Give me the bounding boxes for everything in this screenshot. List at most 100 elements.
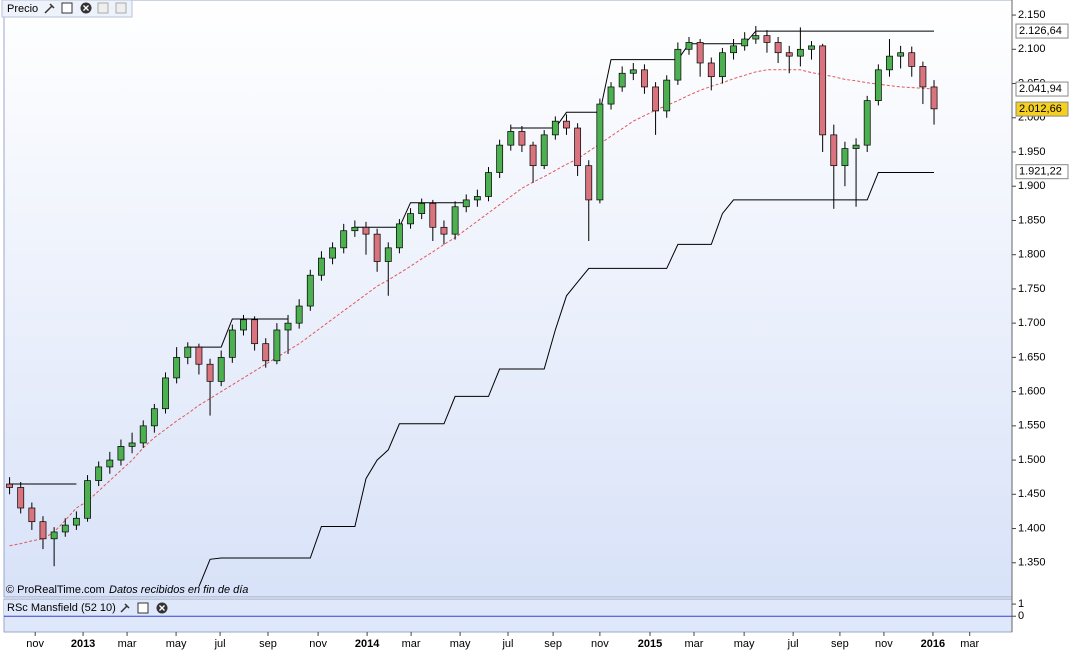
settings-icon[interactable]: [120, 603, 130, 613]
candle-body: [440, 226, 448, 235]
candle-body: [384, 247, 392, 262]
price-label: 2.041,94: [1019, 83, 1062, 95]
x-tick-label: may: [734, 638, 755, 650]
candle-body: [72, 517, 80, 526]
price-label-box: [1015, 164, 1069, 180]
candle-body: [462, 199, 470, 208]
candle-body: [206, 363, 214, 382]
candle-body: [362, 226, 370, 235]
x-tick-label: mar: [402, 638, 421, 650]
y-tick-label: 1.750: [1018, 283, 1046, 295]
y-tick-label: 1.900: [1018, 180, 1046, 192]
window-icon[interactable]: [61, 2, 73, 14]
x-tick-label: jul: [214, 638, 226, 650]
y-tick-label: 1.600: [1018, 386, 1046, 398]
header-icons[interactable]: [44, 2, 127, 14]
candle-body: [318, 257, 325, 276]
y-tick-label: 1.400: [1018, 522, 1046, 534]
candle-body: [351, 226, 359, 232]
candle-body: [886, 55, 893, 71]
candle-body: [84, 480, 91, 519]
candle-body: [841, 148, 849, 167]
moving-average: [9, 69, 935, 547]
candle-body: [284, 322, 292, 331]
candle-body: [518, 131, 526, 146]
candle-body: [596, 103, 604, 201]
candle-body: [707, 62, 715, 78]
candle-body: [473, 196, 481, 201]
candle-body: [607, 86, 615, 105]
candle-body: [718, 52, 726, 78]
candle-body: [540, 134, 548, 167]
candle-body: [585, 165, 593, 201]
candle-body: [830, 134, 838, 167]
y-tick-label: 1.450: [1018, 488, 1046, 500]
up-icon[interactable]: [97, 2, 109, 14]
y-tick-label: 1.500: [1018, 454, 1046, 466]
x-tick-label: 2013: [71, 638, 95, 650]
indicator-title: RSc Mansfield (52 10): [7, 602, 116, 614]
candle-body: [808, 45, 815, 50]
price-label-box: [1015, 101, 1069, 117]
candle-body: [574, 127, 582, 167]
x-tick-label: 2014: [355, 638, 380, 650]
plot-layer: 2.1502.1002.0502.0001.9501.9001.8501.800…: [4, 9, 1069, 650]
candle-body: [819, 45, 827, 136]
candle-body: [217, 357, 225, 382]
price-label-box: [1015, 81, 1069, 97]
candle-body: [930, 86, 938, 110]
candle-body: [240, 319, 247, 331]
y-tick-label: 1.350: [1018, 557, 1046, 569]
x-tick-label: mar: [685, 638, 704, 650]
x-tick-label: 2016: [921, 638, 945, 650]
x-tick-label: sep: [544, 638, 562, 650]
candle-body: [251, 319, 259, 345]
candle-body: [529, 144, 537, 167]
candle-body: [496, 144, 504, 173]
candle-body: [796, 48, 804, 57]
y-tick-label: 1.800: [1018, 249, 1046, 261]
candle-body: [429, 202, 437, 228]
candle-body: [295, 305, 303, 324]
y-tick-label: 2.100: [1018, 43, 1046, 55]
y-tick-label: 1.700: [1018, 317, 1046, 329]
y-tick-label: 1.850: [1018, 214, 1046, 226]
candle-body: [28, 507, 36, 523]
y-tick-label: 1: [1018, 598, 1024, 610]
candle-body: [451, 206, 459, 235]
price-label: 2.012,66: [1019, 103, 1062, 115]
candle-body: [507, 131, 515, 146]
close-cross: [159, 605, 165, 611]
y-tick-label: 2.150: [1018, 9, 1046, 21]
candle-body: [874, 69, 882, 101]
x-tick-label: 2015: [638, 638, 662, 650]
x-tick-label: nov: [591, 638, 609, 650]
candle-body: [663, 79, 671, 112]
candle-body: [618, 72, 626, 88]
candle-body: [139, 425, 147, 444]
candle-body: [685, 42, 693, 50]
indicator-icons[interactable]: [120, 602, 168, 614]
candle-body: [919, 66, 927, 88]
candle-body: [39, 521, 47, 540]
settings-icon[interactable]: [44, 3, 55, 14]
candle-body: [551, 120, 559, 136]
candle-body: [852, 144, 860, 149]
candle-body: [418, 202, 426, 214]
window-icon[interactable]: [137, 602, 149, 614]
down-icon[interactable]: [115, 2, 127, 14]
candle-body: [95, 466, 103, 481]
candle-body: [741, 38, 749, 47]
x-tick-label: mar: [960, 638, 979, 650]
candle-body: [696, 42, 704, 64]
x-tick-label: may: [450, 638, 471, 650]
candle-body: [128, 442, 136, 447]
step-line: [198, 172, 934, 587]
source: © ProRealTime.com: [6, 584, 105, 596]
candle-body: [17, 487, 25, 509]
price-label: 1.921,22: [1019, 166, 1062, 178]
x-tick-label: nov: [26, 638, 44, 650]
price-label: 2.126,64: [1019, 25, 1062, 37]
